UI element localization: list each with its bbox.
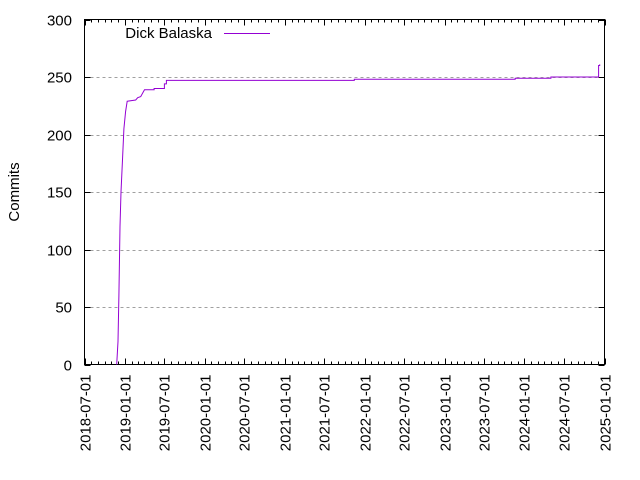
grid-lines xyxy=(84,77,605,308)
y-tick-label: 100 xyxy=(47,243,72,260)
x-tick-label: 2019-01-01 xyxy=(118,375,135,452)
x-tick-label: 2020-07-01 xyxy=(237,375,254,452)
y-tick-label: 300 xyxy=(47,13,72,30)
y-tick-label: 200 xyxy=(47,128,72,145)
y-tick-label: 0 xyxy=(64,358,72,375)
x-tick-label: 2023-07-01 xyxy=(477,375,494,452)
x-axis-ticks: 2018-07-01 2019-01-01 2019-07-01 2020-01-01… xyxy=(78,19,615,452)
y-axis-title: Commits xyxy=(6,162,23,221)
x-tick-label: 2019-07-01 xyxy=(157,375,174,452)
x-tick-label: 2022-01-01 xyxy=(358,375,375,452)
x-tick-label: 2023-01-01 xyxy=(438,375,455,452)
x-tick-label: 2024-07-01 xyxy=(557,375,574,452)
x-tick-label: 2025-01-01 xyxy=(598,375,615,452)
y-tick-label: 150 xyxy=(47,185,72,202)
x-tick-label: 2018-07-01 xyxy=(78,375,95,452)
legend: Dick Balaska xyxy=(125,25,270,42)
x-tick-label: 2021-07-01 xyxy=(317,375,334,452)
x-tick-label: 2020-01-01 xyxy=(198,375,215,452)
series-line-dick-balaska xyxy=(116,64,601,365)
y-axis-ticks: 0 50 100 150 200 250 300 xyxy=(47,13,605,375)
x-tick-label: 2022-07-01 xyxy=(397,375,414,452)
y-tick-label: 50 xyxy=(55,300,72,317)
x-tick-label: 2021-01-01 xyxy=(278,375,295,452)
x-tick-label: 2024-01-01 xyxy=(517,375,534,452)
legend-label: Dick Balaska xyxy=(125,25,212,42)
y-tick-label: 250 xyxy=(47,70,72,87)
